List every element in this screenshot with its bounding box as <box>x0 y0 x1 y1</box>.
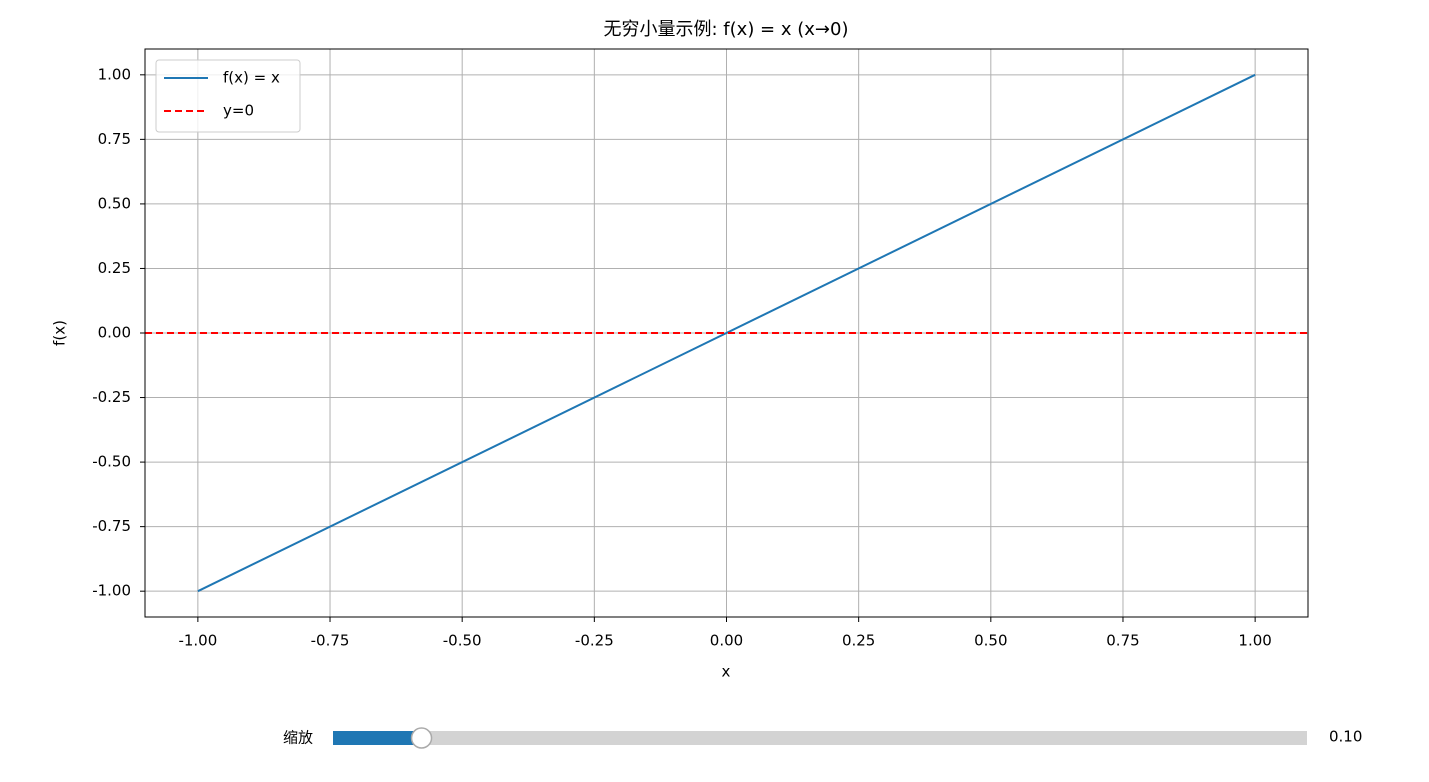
legend-label: y=0 <box>223 102 254 120</box>
y-tick-label: 0.00 <box>98 324 131 342</box>
x-tick-label: 0.25 <box>842 632 875 650</box>
slider-label: 缩放 <box>283 729 313 747</box>
x-tick-label: 1.00 <box>1238 632 1271 650</box>
legend-label: f(x) = x <box>223 69 280 87</box>
x-tick-label: -1.00 <box>178 632 217 650</box>
slider-track[interactable] <box>333 731 1307 745</box>
y-tick-label: 0.50 <box>98 194 131 212</box>
data-line <box>197 73 1256 593</box>
slider-value: 0.10 <box>1329 728 1362 746</box>
x-tick-label: -0.75 <box>311 632 350 650</box>
x-tick-label: 0.00 <box>710 632 743 650</box>
y-tick-label: -0.25 <box>92 388 131 406</box>
slider-handle[interactable] <box>410 727 433 749</box>
y-tick-label: -1.00 <box>92 582 131 600</box>
slider-fill <box>333 731 422 745</box>
y-tick-label: -0.50 <box>92 453 131 471</box>
y-tick-label: -0.75 <box>92 517 131 535</box>
x-axis-label: x <box>722 663 731 681</box>
x-tick-label: 0.75 <box>1106 632 1139 650</box>
y-tick-label: 1.00 <box>98 65 131 83</box>
y-tick-label: 0.75 <box>98 130 131 148</box>
x-tick-label: -0.50 <box>443 632 482 650</box>
x-tick-label: -0.25 <box>575 632 614 650</box>
chart-title: 无穷小量示例: f(x) = x (x→0) <box>604 19 849 40</box>
x-tick-label: 0.50 <box>974 632 1007 650</box>
y-tick-label: 0.25 <box>98 259 131 277</box>
plot-frame <box>144 48 1309 618</box>
y-axis-label: f(x) <box>51 320 69 346</box>
